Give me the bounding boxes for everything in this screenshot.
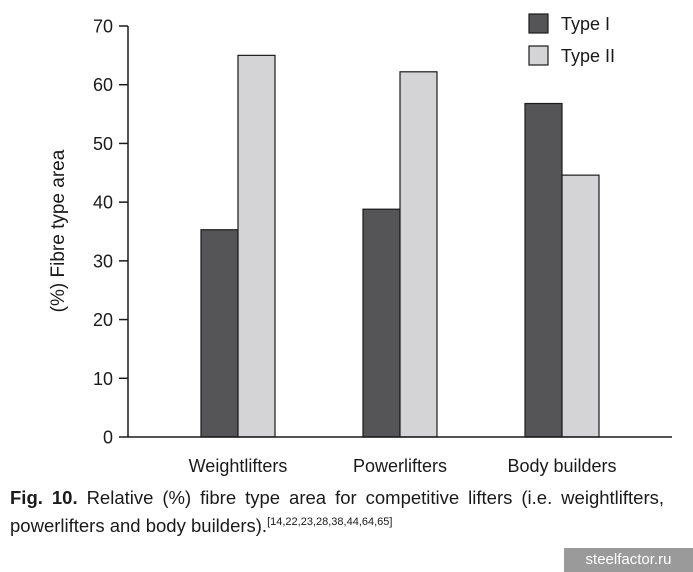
y-tick-label: 30 xyxy=(93,251,113,271)
bar-type-ii xyxy=(237,54,276,438)
y-tick-label: 50 xyxy=(93,134,113,154)
legend-swatch xyxy=(528,45,549,66)
caption-text: Relative (%) fibre type area for competi… xyxy=(10,487,665,536)
bar-type-i xyxy=(362,208,401,438)
caption-refs: [14,22,23,28,38,44,64,65] xyxy=(267,516,393,528)
y-tick-label: 40 xyxy=(93,193,113,213)
legend-label: Type II xyxy=(561,46,615,66)
bar-type-ii xyxy=(399,71,438,438)
x-axis: Weightlifters Powerlifters Body builders xyxy=(128,436,672,476)
bars xyxy=(200,54,600,438)
watermark: steelfactor.ru xyxy=(564,548,693,572)
y-tick-label: 0 xyxy=(103,428,113,448)
bar-type-ii xyxy=(561,174,600,438)
y-tick-label: 20 xyxy=(93,310,113,330)
bar-type-i xyxy=(524,102,563,438)
x-category-label: Weightlifters xyxy=(189,456,288,476)
x-category-label: Powerlifters xyxy=(353,456,447,476)
y-tick-label: 60 xyxy=(93,75,113,95)
caption-label: Fig. 10. xyxy=(10,487,78,508)
y-axis: 0 10 20 30 40 50 60 70 xyxy=(93,17,129,448)
figure-caption: Fig. 10. Relative (%) fibre type area fo… xyxy=(10,484,664,540)
bar-type-i xyxy=(200,229,239,438)
y-tick-label: 10 xyxy=(93,369,113,389)
legend: Type I Type II xyxy=(528,13,615,66)
y-axis-title: (%) Fibre type area xyxy=(48,149,69,312)
legend-label: Type I xyxy=(561,14,610,34)
legend-swatch xyxy=(528,13,549,34)
bar-chart: 0 10 20 30 40 50 60 70 Weightlifters Powerlifter… xyxy=(48,13,672,476)
x-category-label: Body builders xyxy=(507,456,616,476)
y-tick-label: 70 xyxy=(93,17,113,37)
